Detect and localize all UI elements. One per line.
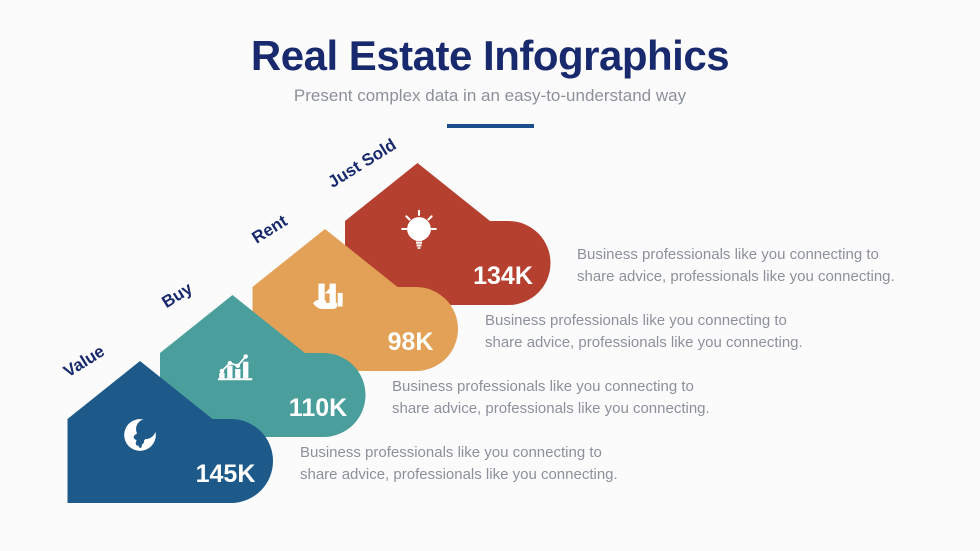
svg-text:98K: 98K bbox=[388, 328, 434, 356]
svg-text:145K: 145K bbox=[196, 460, 256, 488]
svg-text:Rent: Rent bbox=[249, 211, 291, 247]
svg-text:134K: 134K bbox=[473, 262, 533, 290]
svg-text:Buy: Buy bbox=[158, 278, 196, 311]
svg-text:110K: 110K bbox=[289, 394, 347, 422]
svg-text:Just Sold: Just Sold bbox=[325, 135, 400, 192]
svg-text:Value: Value bbox=[60, 342, 108, 382]
